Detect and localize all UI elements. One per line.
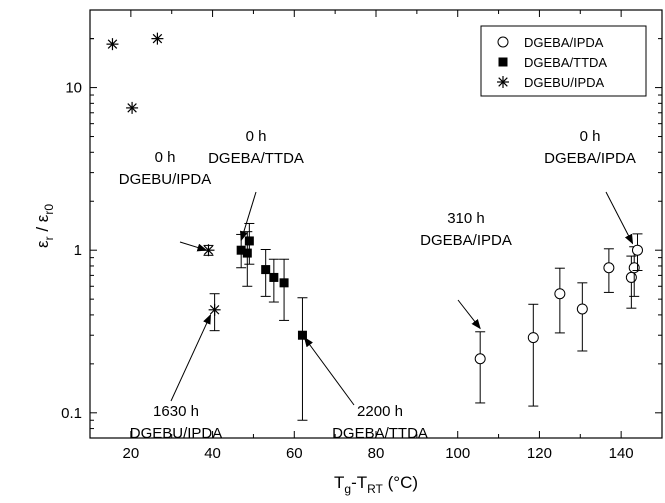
annotation-arrow: [303, 336, 355, 406]
data-point: [106, 38, 119, 51]
annotation-system: DGEBA/IPDA: [420, 232, 512, 249]
y-tick-label: 1: [74, 242, 82, 259]
annotation-time: 310 h: [447, 210, 485, 227]
data-point: [576, 303, 588, 315]
x-tick-label: 20: [123, 445, 140, 462]
data-point: [261, 265, 271, 275]
annotation: 310 h DGEBA/IPDA: [420, 210, 512, 330]
x-tick-label: 40: [204, 445, 221, 462]
legend-marker-dgeba-ipda: [497, 36, 509, 48]
x-tick-label: 100: [445, 445, 470, 462]
legend-label-dgeba-ttda: DGEBA/TTDA: [524, 55, 607, 70]
annotation-system: DGEBU/IPDA: [119, 171, 212, 188]
x-axis-title: Tg-TRT (°C): [334, 473, 418, 496]
data-point: [603, 262, 615, 274]
annotation: 2200 h DGEBA/TTDA: [303, 336, 428, 442]
data-point: [631, 244, 643, 256]
annotation-time: 0 h: [246, 128, 267, 145]
annotation-arrow: [179, 241, 208, 252]
annotation: 0 h DGEBA/IPDA: [544, 128, 636, 245]
data-point: [236, 245, 246, 255]
y-tick-label: 0.1: [61, 405, 82, 422]
data-point: [202, 244, 215, 257]
legend-box: [480, 25, 647, 97]
legend-marker-dgebu-ipda: [497, 76, 509, 88]
annotation-arrow: [457, 299, 481, 330]
annotation-time: 2200 h: [357, 403, 403, 420]
series-dgeba-ttda: [236, 222, 308, 421]
series-layer: [106, 32, 643, 421]
x-tick-label: 120: [527, 445, 552, 462]
asterisk-stroke: [209, 305, 220, 315]
series-dgeba-ipda: [474, 233, 643, 407]
data-point: [242, 248, 252, 258]
data-point: [208, 303, 221, 316]
annotation-system: DGEBU/IPDA: [130, 425, 223, 442]
asterisk-stroke: [127, 103, 137, 113]
annotation-layer: 0 h DGEBA/TTDA 0 h DGEBU/IPDA 310 h DGEBA/IPD…: [119, 128, 636, 442]
data-point: [126, 101, 139, 114]
annotation-system: DGEBA/TTDA: [208, 150, 304, 167]
annotation-time: 0 h: [155, 149, 176, 166]
annotation-arrow: [170, 313, 211, 402]
data-point: [279, 278, 289, 288]
asterisk-stroke: [152, 33, 163, 44]
annotation: 1630 h DGEBU/IPDA: [130, 313, 223, 442]
annotation-time: 0 h: [580, 128, 601, 145]
data-point: [474, 353, 486, 365]
data-point: [625, 271, 637, 283]
legend-label-dgeba-ipda: DGEBA/IPDA: [524, 35, 604, 50]
annotation-time: 1630 h: [153, 403, 199, 420]
data-point: [244, 236, 254, 246]
annotation-system: DGEBA/IPDA: [544, 150, 636, 167]
x-tick-label: 140: [609, 445, 634, 462]
asterisk-stroke: [203, 245, 214, 255]
legend: DGEBA/IPDA DGEBA/TTDA DGEBU/IPDA: [480, 25, 647, 97]
legend-label-dgebu-ipda: DGEBU/IPDA: [524, 75, 605, 90]
legend-asterisk-glyph: [497, 76, 509, 88]
annotation-system: DGEBA/TTDA: [332, 425, 428, 442]
asterisk-stroke: [498, 77, 508, 87]
asterisk-stroke: [107, 39, 118, 49]
y-tick-label: 10: [65, 80, 82, 97]
legend-marker-dgeba-ttda: [498, 57, 508, 67]
data-point: [554, 288, 566, 300]
annotation: 0 h DGEBA/TTDA: [208, 128, 304, 242]
annotation: 0 h DGEBU/IPDA: [119, 149, 212, 252]
annotation-arrow: [605, 191, 634, 245]
data-point: [269, 272, 279, 282]
data-point: [151, 32, 164, 45]
axis-ticks: 20 40 60 80 100 120 140 0.1 1 10: [61, 9, 663, 462]
series-dgebu-ipda: [106, 32, 221, 332]
annotation-arrow: [239, 191, 257, 242]
x-tick-label: 60: [286, 445, 303, 462]
x-tick-label: 80: [368, 445, 385, 462]
data-point: [527, 332, 539, 344]
data-point: [297, 330, 307, 340]
y-axis-title: εr / εr0: [33, 204, 56, 248]
